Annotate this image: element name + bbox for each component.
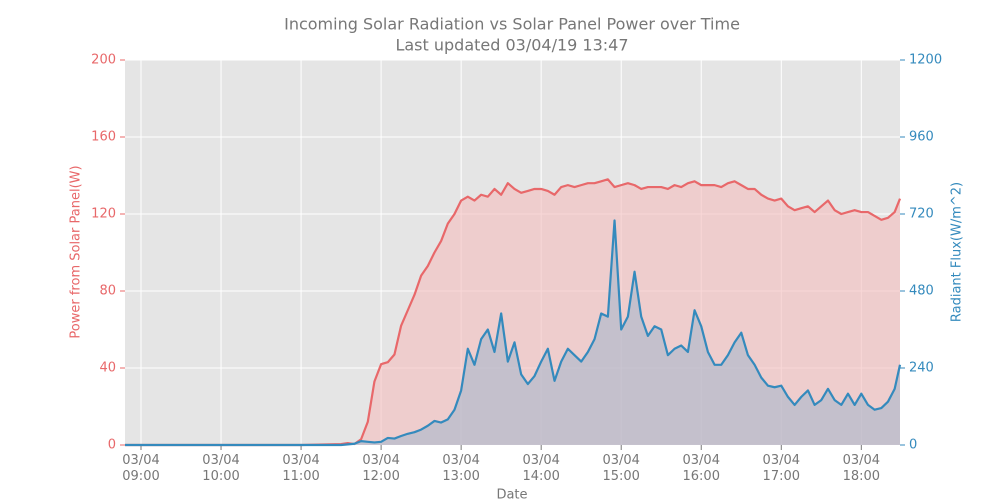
y2-tick-label: 0 [909,438,917,453]
y-tick-label: 0 [108,438,116,453]
line [125,219,902,447]
area [125,220,900,445]
x-tick-label: 03/04 09:00 [122,453,160,484]
y-tick-label: 80 [99,284,116,299]
y2-axis-label: Radiant Flux(W/m^2) [950,182,965,322]
y2-tick-label: 480 [909,284,934,299]
x-tick-label: 03/04 16:00 [682,453,720,484]
x-tick-label: 03/04 13:00 [442,453,480,484]
y2-tick-label: 240 [909,361,934,376]
y-tick-label: 200 [91,53,116,68]
chart-subtitle: Last updated 03/04/19 13:47 [395,36,628,55]
x-tick-label: 03/04 15:00 [602,453,640,484]
x-tick-label: 03/04 14:00 [522,453,560,484]
line [125,178,902,447]
chart-title: Incoming Solar Radiation vs Solar Panel … [284,15,740,34]
x-tick-label: 03/04 10:00 [202,453,240,484]
y-tick-label: 120 [91,207,116,222]
y-tick-label: 40 [99,361,116,376]
y2-tick-label: 720 [909,207,934,222]
x-axis-label: Date [496,488,527,500]
x-tick-label: 03/04 12:00 [362,453,400,484]
y-axis-label: Power from Solar Panel(W) [69,165,84,338]
x-tick-label: 03/04 18:00 [842,453,881,484]
y-tick-label: 160 [91,130,116,145]
x-tick-label: 03/04 11:00 [282,453,320,484]
x-tick-label: 03/04 17:00 [762,453,801,484]
y2-tick-label: 960 [909,130,934,145]
y2-tick-label: 1200 [909,53,942,68]
